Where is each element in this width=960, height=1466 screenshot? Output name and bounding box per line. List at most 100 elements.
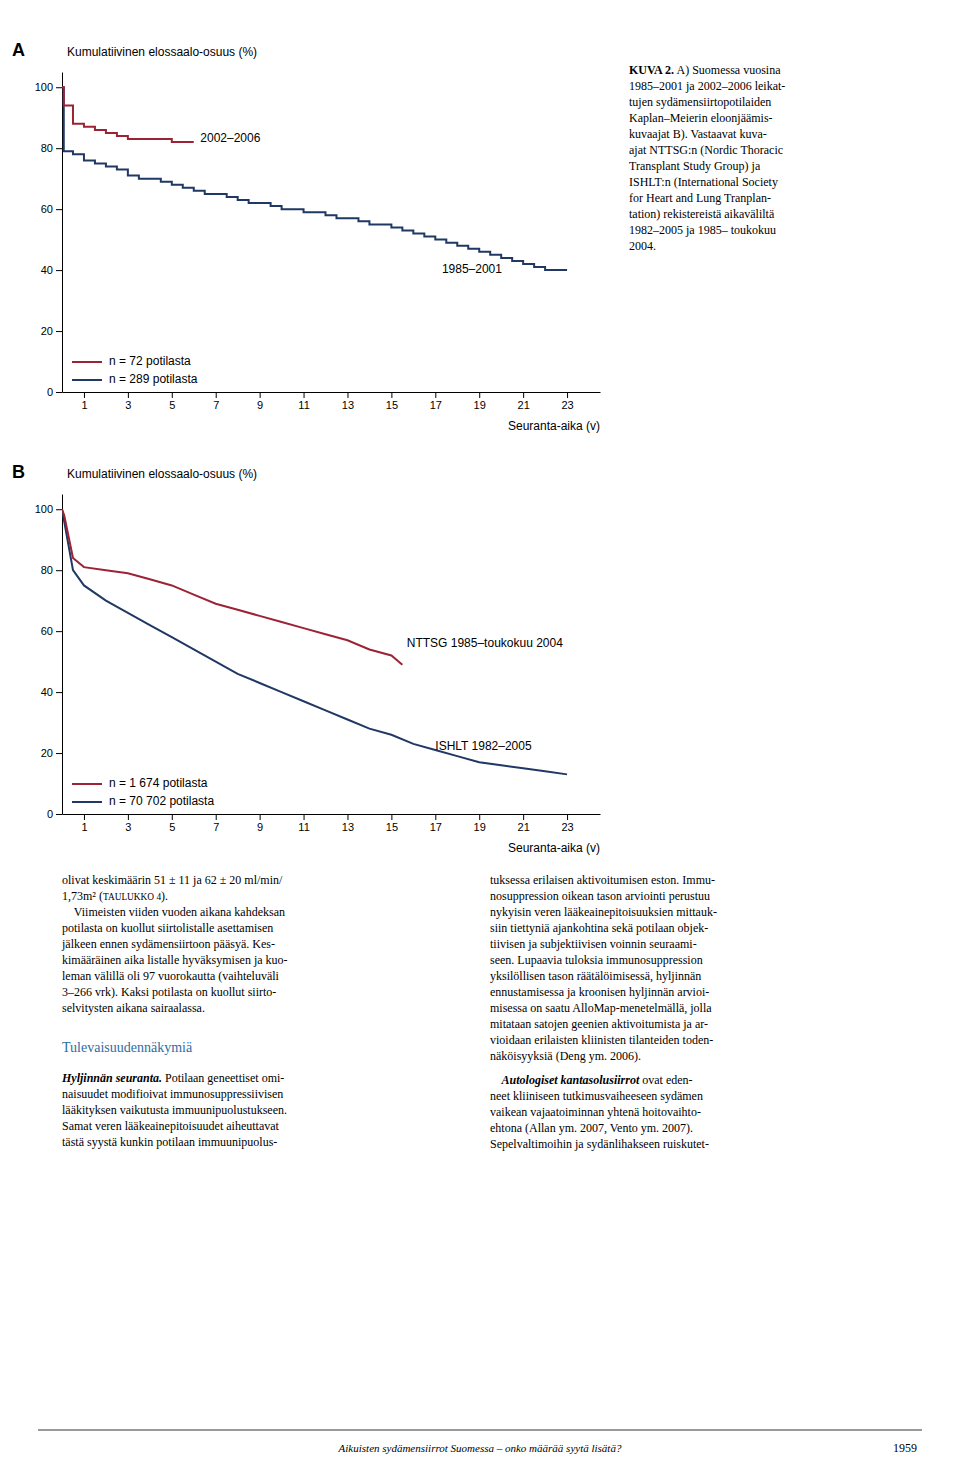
x-tick-mark [391,814,392,820]
text-line: kuvaajat B). Vastaavat kuva- [629,127,767,141]
y-tick-label: 20 [41,747,53,759]
text-line: misessa on saatu AlloMap-menetelmällä, j… [490,1001,712,1015]
y-tick: 40 [41,686,62,698]
y-tick-label: 60 [41,625,53,637]
text-line: potilasta on kuollut siirtolistalle aset… [62,921,273,935]
text-line: ISHLT:n (International Society [629,175,778,189]
x-tick-mark [435,814,436,820]
x-tick-mark [172,814,173,820]
x-tick-label: 9 [257,821,263,833]
x-tick-label: 3 [125,821,131,833]
y-tick-mark [56,509,62,510]
text-line: Kaplan–Meierin eloonjäämis- [629,111,773,125]
text-line: siin tiettyniä ajankohtina sekä potilaan… [490,921,708,935]
panel-label: B [12,462,25,482]
x-axis: 1357911131517192123 [63,814,601,833]
x-tick: 15 [386,392,398,411]
text-line: Sepelvaltimoihin ja sydänlihakseen ruisk… [490,1137,709,1151]
y-tick-label: 60 [41,203,53,215]
x-tick-mark [216,814,217,820]
y-tick-label: 100 [35,81,53,93]
x-tick: 17 [430,814,442,833]
body-text: TAULUKKO 4 [103,892,161,902]
body-text: olivat keskimäärin 51 ± 11 ja 62 ± 20 ml… [62,873,283,887]
y-tick: 20 [41,747,62,759]
x-tick-label: 1 [81,399,87,411]
run-in-heading: Autologiset kantasolusiirrot [490,1073,640,1087]
text-line: mitataan satojen geenien aktivoitumista … [490,1017,708,1031]
y-tick-label: 40 [41,264,53,276]
text-line: neet kliiniseen tutkimusvaiheeseen sydäm… [490,1089,703,1103]
x-tick: 17 [430,392,442,411]
y-axis-title: Kumulatiivinen elossaalo-osuus (%) [67,45,257,59]
y-tick: 0 [47,808,62,820]
legend-item: n = 72 potilasta [72,354,191,368]
x-tick-mark [479,392,480,398]
x-tick: 7 [213,392,219,411]
x-tick-mark [304,392,305,398]
x-tick-label: 21 [518,399,530,411]
x-tick: 23 [561,392,573,411]
y-axis: 0 20 40 60 80 100 [35,495,63,821]
x-tick-mark [172,392,173,398]
body-paragraph: ovat eden-neet kliiniseen tutkimusvaihee… [490,1073,709,1151]
x-tick-label: 1 [81,821,87,833]
x-tick-mark [523,814,524,820]
page-number: 1959 [893,1441,917,1455]
text-line: tuksessa erilaisen aktivoitumisen eston.… [490,873,715,887]
y-tick: 60 [41,625,62,637]
x-tick: 9 [257,392,263,411]
y-tick-label: 40 [41,686,53,698]
x-axis-line [63,392,601,393]
x-tick: 19 [474,392,486,411]
page: 1357911131517192123020406080100AKumulati… [0,0,960,1466]
x-tick-mark [523,392,524,398]
x-tick: 11 [298,392,309,411]
legend: n = 1 674 potilastan = 70 702 potilasta [72,776,214,808]
text-line: A) Suomessa vuosina [674,63,781,77]
legend-swatch [72,379,102,381]
x-tick-mark [128,814,129,820]
x-tick-label: 17 [430,821,442,833]
legend-swatch [72,783,102,785]
panel: 1357911131517192123020406080100BKumulati… [12,462,601,855]
y-tick: 20 [41,325,62,337]
x-tick-mark [260,392,261,398]
annotation: NTTSG 1985–toukokuu 2004 [407,636,563,650]
text-line: näköisyyksiä (Deng ym. 2006). [490,1049,641,1063]
x-tick-label: 13 [342,399,354,411]
y-tick-mark [56,692,62,693]
survival-line [62,87,567,270]
x-tick-label: 19 [474,821,486,833]
caption-label: KUVA 2. [629,63,674,77]
x-tick-label: 11 [298,821,309,833]
x-tick-label: 13 [342,821,354,833]
x-tick: 23 [561,814,573,833]
y-tick-label: 0 [47,808,53,820]
y-tick: 80 [41,564,62,576]
y-tick: 40 [41,264,62,276]
text-line: lääkityksen vaikutusta immuunipuolustuks… [62,1103,287,1117]
x-tick-label: 7 [213,821,219,833]
x-tick: 15 [386,814,398,833]
x-tick: 19 [474,814,486,833]
x-axis: 1357911131517192123 [63,392,601,411]
x-tick: 1 [81,392,87,411]
legend-label: n = 72 potilasta [109,354,191,368]
survival-line [62,509,567,774]
text-line: Viimeisten viiden vuoden aikana kahdeksa… [62,905,285,919]
x-tick-label: 7 [213,399,219,411]
text-line: ajat NTTSG:n (Nordic Thoracic [629,143,783,157]
y-tick-mark [56,392,62,393]
text-line: nykyisin veren lääkeainepitoisuuksien mi… [490,905,717,919]
text-line: seen. Lupaavia tuloksia immunosuppressio… [490,953,703,967]
x-tick-mark [347,392,348,398]
text-line: jälkeen ennen sydämensiirtoon pääsyä. Ke… [61,937,275,951]
y-tick-label: 100 [35,503,53,515]
y-tick: 60 [41,203,62,215]
legend-swatch [72,801,102,803]
x-tick-label: 9 [257,399,263,411]
x-tick-mark [260,814,261,820]
text-line: 2004. [629,239,656,253]
x-tick-label: 5 [169,821,175,833]
